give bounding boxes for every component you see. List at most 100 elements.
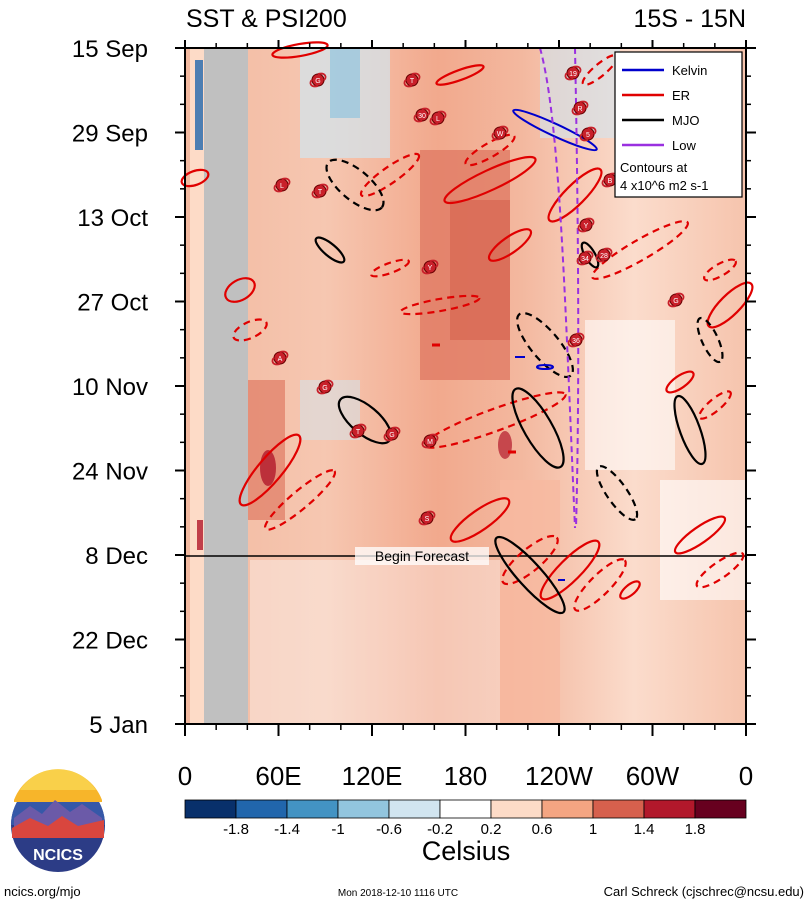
- cyclone-icon: 34: [576, 250, 594, 266]
- colorbar-label: -1: [331, 821, 344, 838]
- legend-label-low: Low: [672, 138, 696, 153]
- cyclone-icon: 36: [567, 332, 585, 348]
- er-dashed-contour: [370, 258, 410, 278]
- legend-note-1: Contours at: [620, 160, 688, 175]
- svg-text:30: 30: [418, 113, 426, 120]
- svg-text:Y: Y: [428, 265, 433, 272]
- svg-text:34: 34: [581, 256, 589, 263]
- y-tick-label: 15 Sep: [72, 36, 148, 63]
- footer-timestamp: Mon 2018-12-10 1116 UTC: [338, 888, 458, 899]
- y-tick-label: 5 Jan: [89, 712, 148, 739]
- svg-text:L: L: [436, 116, 440, 123]
- colorbar-box: [490, 799, 543, 819]
- er-contour: [443, 155, 537, 205]
- x-tick-label: 0: [178, 761, 192, 791]
- mjo-dashed-contour: [516, 311, 574, 379]
- cyclone-icon: G: [316, 379, 334, 395]
- colorbar-label: 0.2: [481, 821, 502, 838]
- er-contour: [238, 433, 302, 507]
- er-contour: [665, 370, 695, 394]
- tropical-cyclone-markers: G T 30 L W 19 R 5 L T B Y 34 28 Y G A 36 G T G M S: [271, 65, 685, 526]
- colorbar-label: 0.6: [532, 821, 553, 838]
- colorbar-label: 1.4: [634, 821, 655, 838]
- y-tick-label: 29 Sep: [72, 121, 148, 148]
- svg-text:36: 36: [572, 338, 580, 345]
- mjo-contour: [314, 236, 346, 264]
- colorbar-box: [337, 799, 390, 819]
- cyclone-icon: M: [421, 433, 439, 449]
- y-axis: 15 Sep 29 Sep 13 Oct 27 Oct 10 Nov 24 Nov 8 De…: [72, 36, 756, 739]
- svg-text:A: A: [278, 356, 283, 363]
- er-contour: [271, 41, 329, 59]
- mjo-contour: [673, 394, 707, 466]
- colorbar-box: [541, 799, 594, 819]
- colorbar-label: 1: [589, 821, 597, 838]
- cyclone-icon: 30: [413, 107, 431, 123]
- legend-label-mjo: MJO: [672, 113, 699, 128]
- svg-text:R: R: [577, 106, 582, 113]
- svg-text:Y: Y: [584, 223, 589, 230]
- colorbar-label: -0.2: [427, 821, 453, 838]
- legend-note-2: 4 x10^6 m2 s-1: [620, 178, 708, 193]
- cyclone-icon: G: [383, 426, 401, 442]
- cyclone-icon: Y: [421, 259, 439, 275]
- svg-text:G: G: [322, 385, 327, 392]
- cyclone-icon: W: [491, 125, 509, 141]
- er-dashed-contour: [501, 534, 559, 586]
- logo-text: NCICS: [33, 847, 83, 864]
- er-contour: [673, 515, 727, 555]
- er-contour: [706, 281, 754, 329]
- mjo-dashed-contour: [595, 465, 639, 521]
- svg-text:S: S: [425, 516, 430, 523]
- mjo-dashed-contour: [696, 316, 724, 364]
- er-contour: [180, 168, 210, 188]
- er-contour: [487, 228, 533, 262]
- mjo-dashed-contour: [325, 158, 385, 212]
- kelvin-contour: [536, 364, 554, 370]
- svg-text:L: L: [280, 183, 284, 190]
- cyclone-icon: Y: [577, 217, 595, 233]
- colorbar-label: -1.4: [274, 821, 300, 838]
- svg-text:T: T: [356, 429, 361, 436]
- x-tick-label: 0: [739, 761, 753, 791]
- cyclone-icon: 28: [595, 247, 613, 263]
- chart-region: 15S - 15N: [633, 5, 746, 33]
- er-dashed-contour: [695, 551, 745, 589]
- legend-label-kelvin: Kelvin: [672, 63, 707, 78]
- cyclone-icon: G: [309, 72, 327, 88]
- x-tick-label: 120W: [525, 761, 593, 791]
- svg-text:G: G: [315, 78, 320, 85]
- footer-url: ncics.org/mjo: [4, 884, 81, 899]
- mjo-contour: [511, 387, 565, 469]
- svg-text:B: B: [608, 178, 613, 185]
- er-contour: [619, 580, 641, 600]
- colorbar-label: -0.6: [376, 821, 402, 838]
- er-dashed-contour: [698, 390, 732, 420]
- cyclone-icon: R: [571, 100, 589, 116]
- cyclone-icon: G: [667, 292, 685, 308]
- colorbar-box: [592, 799, 645, 819]
- er-dashed-contour: [263, 469, 337, 531]
- y-tick-label: 8 Dec: [85, 543, 148, 570]
- cyclone-icon: 19: [564, 65, 582, 81]
- svg-text:G: G: [673, 298, 678, 305]
- x-tick-label: 60E: [255, 761, 301, 791]
- cyclone-icon: 5: [579, 126, 597, 142]
- x-axis: 0 60E 120E 180 120W 60W 0: [178, 40, 753, 791]
- x-tick-label: 60W: [626, 761, 680, 791]
- cyclone-icon: S: [418, 510, 436, 526]
- y-tick-label: 13 Oct: [77, 205, 148, 232]
- colorbar-unit: Celsius: [422, 836, 511, 866]
- er-contour: [539, 539, 601, 601]
- er-dashed-contour: [399, 294, 481, 316]
- colorbar-label: -1.8: [223, 821, 249, 838]
- svg-text:W: W: [497, 131, 504, 138]
- er-dashed-contour: [464, 133, 516, 167]
- cyclone-icon: L: [429, 110, 447, 126]
- cyclone-icon: L: [273, 177, 291, 193]
- ncics-logo: NCICS: [11, 769, 105, 872]
- y-tick-label: 22 Dec: [72, 628, 148, 655]
- y-tick-label: 24 Nov: [72, 459, 148, 486]
- svg-text:5: 5: [586, 132, 590, 139]
- colorbar-box: [388, 799, 441, 819]
